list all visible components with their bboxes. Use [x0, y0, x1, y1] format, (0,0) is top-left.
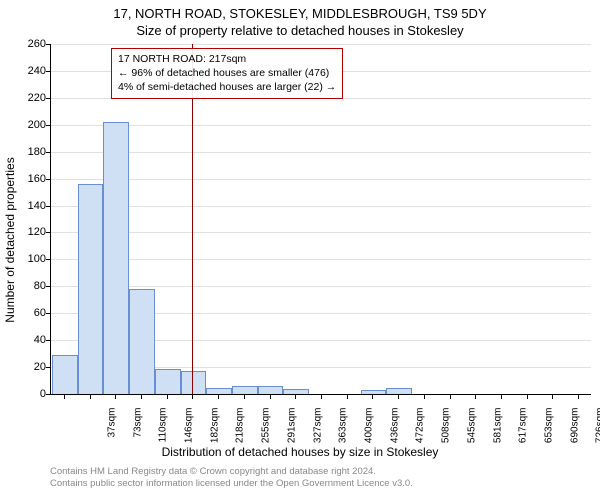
- histogram-bar: [258, 386, 284, 394]
- histogram-bar: [283, 389, 309, 394]
- histogram-bar: [386, 388, 412, 394]
- gridline: [51, 44, 591, 45]
- xtick-mark: [90, 394, 91, 399]
- ytick-label: 100: [16, 253, 46, 265]
- ytick-label: 60: [16, 307, 46, 319]
- ytick-mark: [46, 152, 51, 153]
- xtick-mark: [167, 394, 168, 399]
- ytick-label: 140: [16, 200, 46, 212]
- histogram-bar: [129, 289, 155, 394]
- histogram-bar: [103, 122, 129, 394]
- ytick-label: 180: [16, 146, 46, 158]
- xtick-mark: [578, 394, 579, 399]
- ytick-mark: [46, 367, 51, 368]
- histogram-bar: [232, 386, 258, 394]
- ytick-label: 240: [16, 65, 46, 77]
- xtick-mark: [450, 394, 451, 399]
- ytick-mark: [46, 98, 51, 99]
- xtick-mark: [501, 394, 502, 399]
- ytick-label: 200: [16, 119, 46, 131]
- gridline: [51, 206, 591, 207]
- annotation-line1: 17 NORTH ROAD: 217sqm: [118, 52, 336, 66]
- xtick-mark: [398, 394, 399, 399]
- xtick-mark: [192, 394, 193, 399]
- xtick-mark: [372, 394, 373, 399]
- annotation-box: 17 NORTH ROAD: 217sqm← 96% of detached h…: [111, 48, 343, 99]
- chart-title-line1: 17, NORTH ROAD, STOKESLEY, MIDDLESBROUGH…: [0, 6, 600, 21]
- footer-line1: Contains HM Land Registry data © Crown c…: [50, 466, 590, 478]
- y-axis-label: Number of detached properties: [3, 157, 17, 322]
- ytick-label: 220: [16, 92, 46, 104]
- ytick-label: 160: [16, 173, 46, 185]
- xtick-mark: [321, 394, 322, 399]
- xtick-mark: [527, 394, 528, 399]
- histogram-bar: [206, 388, 232, 394]
- ytick-label: 120: [16, 226, 46, 238]
- chart-container: 17, NORTH ROAD, STOKESLEY, MIDDLESBROUGH…: [0, 0, 600, 500]
- ytick-mark: [46, 179, 51, 180]
- xtick-mark: [218, 394, 219, 399]
- ytick-mark: [46, 394, 51, 395]
- xtick-mark: [244, 394, 245, 399]
- footer-line2: Contains public sector information licen…: [50, 478, 590, 490]
- ytick-mark: [46, 71, 51, 72]
- ytick-label: 260: [16, 38, 46, 50]
- ytick-label: 0: [16, 388, 46, 400]
- ytick-mark: [46, 286, 51, 287]
- xtick-mark: [270, 394, 271, 399]
- xtick-mark: [552, 394, 553, 399]
- ytick-label: 20: [16, 361, 46, 373]
- plot-area: 02040608010012014016018020022024026037sq…: [50, 44, 591, 395]
- ytick-mark: [46, 206, 51, 207]
- xtick-mark: [141, 394, 142, 399]
- gridline: [51, 286, 591, 287]
- gridline: [51, 259, 591, 260]
- xtick-mark: [424, 394, 425, 399]
- gridline: [51, 232, 591, 233]
- xtick-mark: [347, 394, 348, 399]
- ytick-mark: [46, 340, 51, 341]
- x-axis-label: Distribution of detached houses by size …: [0, 445, 600, 459]
- xtick-mark: [115, 394, 116, 399]
- footer-attribution: Contains HM Land Registry data © Crown c…: [50, 466, 590, 491]
- histogram-bar: [52, 355, 78, 394]
- ytick-label: 40: [16, 334, 46, 346]
- ytick-mark: [46, 259, 51, 260]
- gridline: [51, 125, 591, 126]
- ytick-mark: [46, 125, 51, 126]
- ytick-mark: [46, 232, 51, 233]
- histogram-bar: [155, 369, 181, 394]
- gridline: [51, 152, 591, 153]
- histogram-bar: [361, 390, 387, 394]
- ytick-mark: [46, 44, 51, 45]
- annotation-line2: ← 96% of detached houses are smaller (47…: [118, 66, 336, 80]
- ytick-label: 80: [16, 280, 46, 292]
- annotation-line3: 4% of semi-detached houses are larger (2…: [118, 80, 336, 94]
- ytick-mark: [46, 313, 51, 314]
- xtick-mark: [295, 394, 296, 399]
- gridline: [51, 179, 591, 180]
- histogram-bar: [181, 371, 207, 394]
- histogram-bar: [78, 184, 104, 394]
- chart-title-line2: Size of property relative to detached ho…: [0, 23, 600, 38]
- xtick-mark: [475, 394, 476, 399]
- xtick-mark: [64, 394, 65, 399]
